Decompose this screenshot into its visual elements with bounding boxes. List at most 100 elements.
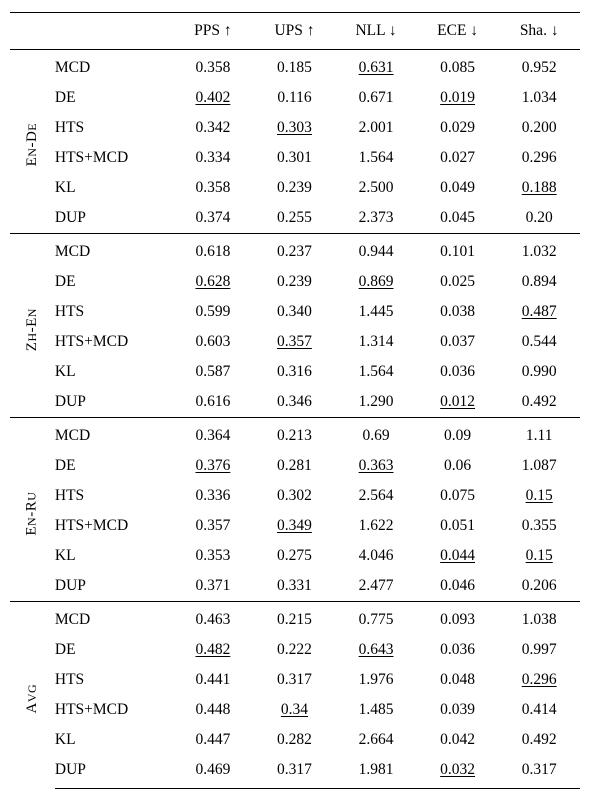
cell-sha: 0.20 (498, 203, 580, 234)
method-label: MCD (55, 234, 172, 268)
method-label: DUP (55, 387, 172, 418)
cell-ups: 0.316 (254, 357, 336, 387)
cell-value: 1.290 (359, 390, 394, 414)
method-label: MCD (55, 418, 172, 452)
cell-value: 0.618 (195, 240, 230, 264)
method-label: HTS+MCD (55, 695, 172, 725)
cell-value: 4.046 (359, 544, 394, 568)
cell-ece: 0.037 (417, 327, 499, 357)
method-label: DUP (55, 755, 172, 789)
cell-ece: 0.048 (417, 665, 499, 695)
cell-value: 0.643 (359, 638, 394, 662)
group-label-text: EN-DE (21, 123, 44, 167)
cell-ece: 0.044 (417, 541, 499, 571)
cell-value: 1.11 (526, 424, 553, 448)
cell-value: 0.944 (359, 240, 394, 264)
table-row: DE0.3760.2810.3630.061.087 (10, 451, 580, 481)
cell-ece: 0.042 (417, 725, 499, 755)
cell-value: 0.255 (277, 206, 312, 230)
cell-value: 0.188 (522, 176, 557, 200)
table-row: KL0.5870.3161.5640.0360.990 (10, 357, 580, 387)
cell-value: 0.09 (444, 424, 471, 448)
cell-nll: 0.775 (335, 602, 417, 636)
method-label: KL (55, 357, 172, 387)
cell-value: 0.775 (359, 608, 394, 632)
table-row: HTS0.3360.3022.5640.0750.15 (10, 481, 580, 511)
cell-value: 0.012 (440, 390, 475, 414)
table-row: HTS+MCD0.6030.3571.3140.0370.544 (10, 327, 580, 357)
cell-ece: 0.085 (417, 50, 499, 84)
cell-ups: 0.346 (254, 387, 336, 418)
cell-pps: 0.334 (172, 143, 254, 173)
cell-value: 0.628 (195, 270, 230, 294)
cell-pps: 0.599 (172, 297, 254, 327)
cell-value: 0.894 (522, 270, 557, 294)
cell-sha: 0.296 (498, 665, 580, 695)
cell-nll: 1.622 (335, 511, 417, 541)
cell-ece: 0.046 (417, 571, 499, 602)
table-row: DUP0.3710.3312.4770.0460.206 (10, 571, 580, 602)
cell-value: 0.441 (195, 668, 230, 692)
method-label: HTS (55, 113, 172, 143)
cell-value: 0.482 (195, 638, 230, 662)
cell-value: 0.358 (195, 176, 230, 200)
method-label: KL (55, 173, 172, 203)
group-label: ZH-EN (10, 234, 55, 418)
cell-value: 0.363 (359, 454, 394, 478)
cell-value: 0.038 (440, 300, 475, 324)
cell-value: 0.093 (440, 608, 475, 632)
table-row: HTS0.4410.3171.9760.0480.296 (10, 665, 580, 695)
cell-nll: 2.373 (335, 203, 417, 234)
cell-ups: 0.222 (254, 635, 336, 665)
cell-sha: 0.296 (498, 143, 580, 173)
cell-value: 0.032 (440, 758, 475, 782)
cell-sha: 0.317 (498, 755, 580, 789)
cell-value: 0.469 (195, 758, 230, 782)
cell-value: 0.952 (522, 56, 557, 80)
cell-value: 0.042 (440, 728, 475, 752)
cell-pps: 0.357 (172, 511, 254, 541)
cell-value: 0.239 (277, 176, 312, 200)
cell-value: 0.331 (277, 574, 312, 598)
group-label: AVG (10, 602, 55, 789)
cell-ups: 0.239 (254, 267, 336, 297)
cell-sha: 1.087 (498, 451, 580, 481)
cell-nll: 0.363 (335, 451, 417, 481)
cell-ece: 0.036 (417, 635, 499, 665)
group-label: EN-RU (10, 418, 55, 602)
cell-ups: 0.185 (254, 50, 336, 84)
cell-value: 0.463 (195, 608, 230, 632)
cell-ece: 0.045 (417, 203, 499, 234)
cell-value: 0.049 (440, 176, 475, 200)
header-stub-method (55, 13, 172, 50)
cell-pps: 0.469 (172, 755, 254, 789)
cell-nll: 2.500 (335, 173, 417, 203)
cell-pps: 0.358 (172, 50, 254, 84)
cell-ups: 0.213 (254, 418, 336, 452)
cell-ups: 0.301 (254, 143, 336, 173)
cell-ups: 0.239 (254, 173, 336, 203)
cell-nll: 0.869 (335, 267, 417, 297)
method-label: DUP (55, 571, 172, 602)
cell-ups: 0.255 (254, 203, 336, 234)
cell-value: 0.046 (440, 574, 475, 598)
cell-ece: 0.019 (417, 83, 499, 113)
method-label: HTS (55, 297, 172, 327)
table-row: DE0.6280.2390.8690.0250.894 (10, 267, 580, 297)
cell-ece: 0.093 (417, 602, 499, 636)
cell-pps: 0.374 (172, 203, 254, 234)
method-label: HTS+MCD (55, 143, 172, 173)
cell-value: 0.492 (522, 728, 557, 752)
cell-sha: 0.15 (498, 481, 580, 511)
cell-value: 1.314 (359, 330, 394, 354)
cell-sha: 0.990 (498, 357, 580, 387)
cell-pps: 0.447 (172, 725, 254, 755)
cell-value: 1.981 (359, 758, 394, 782)
cell-ece: 0.049 (417, 173, 499, 203)
cell-ece: 0.039 (417, 695, 499, 725)
cell-pps: 0.628 (172, 267, 254, 297)
table-row: DE0.4820.2220.6430.0360.997 (10, 635, 580, 665)
cell-nll: 2.564 (335, 481, 417, 511)
group-label-text: ZH-EN (21, 308, 44, 351)
method-label: HTS (55, 481, 172, 511)
